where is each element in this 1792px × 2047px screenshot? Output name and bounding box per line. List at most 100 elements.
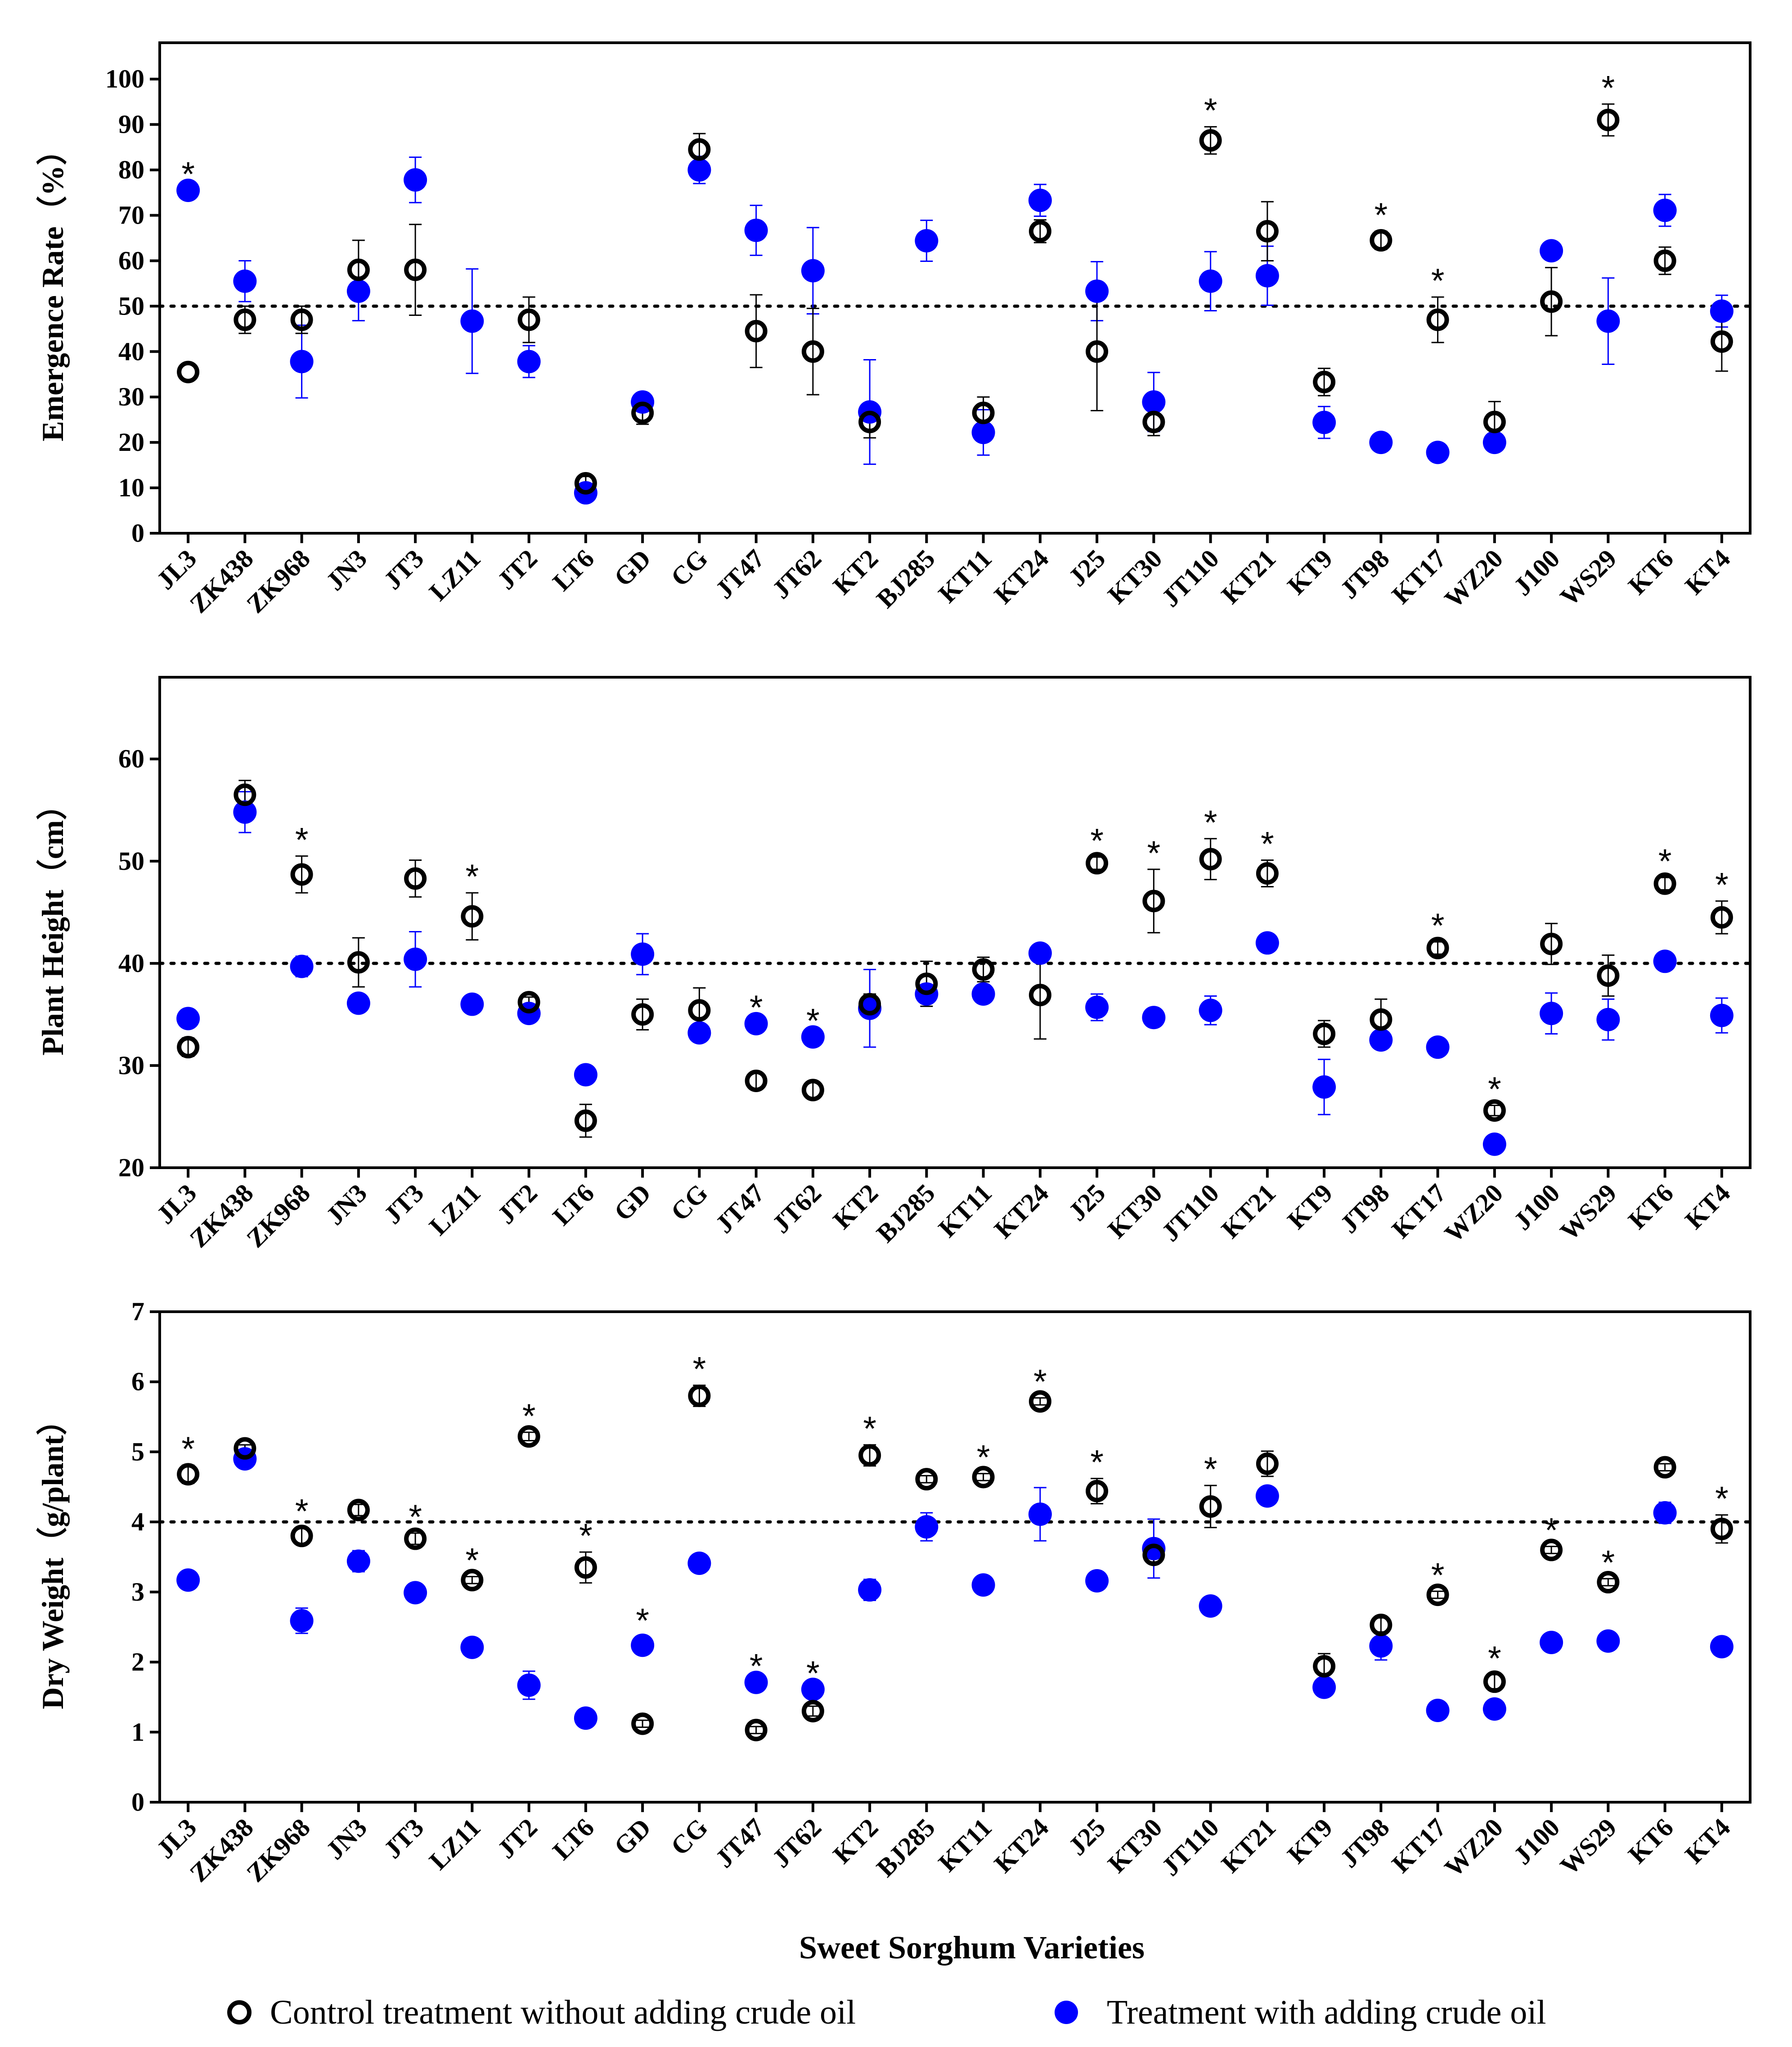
control-point-jt110 bbox=[1199, 129, 1222, 152]
treatment-point-jt98 bbox=[1369, 431, 1393, 454]
significance-star-zk968: * bbox=[295, 1493, 309, 1531]
treatment-point-j100 bbox=[1540, 1002, 1563, 1026]
x-tick-label-kt4: KT4 bbox=[1679, 1813, 1736, 1869]
control-point-bj285 bbox=[915, 972, 938, 995]
control-point-kt11 bbox=[972, 958, 995, 981]
control-point-ws29 bbox=[1597, 1571, 1620, 1594]
significance-star-lt6: * bbox=[579, 1517, 593, 1555]
control-point-kt9 bbox=[1313, 1022, 1336, 1045]
treatment-point-kt11 bbox=[971, 1573, 995, 1597]
treatment-point-zk968 bbox=[290, 1609, 314, 1633]
significance-star-kt11: * bbox=[977, 1439, 990, 1477]
control-point-kt24 bbox=[1028, 220, 1051, 243]
treatment-point-kt17 bbox=[1426, 1699, 1450, 1723]
significance-star-wz20: * bbox=[1488, 1640, 1501, 1678]
x-tick-label-jt47: JT47 bbox=[710, 544, 770, 604]
control-point-kt6 bbox=[1653, 1456, 1676, 1479]
control-point-jl3 bbox=[177, 1463, 200, 1486]
y-tick-label: 0 bbox=[131, 1787, 144, 1817]
treatment-point-jl3 bbox=[176, 1568, 200, 1592]
x-tick-label-kt11: KT11 bbox=[933, 544, 997, 608]
significance-star-kt6: * bbox=[1658, 842, 1672, 881]
emergence-rate-plot-frame bbox=[158, 41, 1752, 535]
x-tick-label-zk438: ZK438 bbox=[184, 1813, 259, 1888]
significance-star-lz11: * bbox=[466, 858, 479, 896]
control-point-lz11 bbox=[461, 905, 484, 928]
significance-star-jt98: * bbox=[1374, 196, 1388, 234]
control-point-jn3 bbox=[347, 1498, 370, 1521]
significance-star-jt2: * bbox=[522, 1397, 536, 1435]
control-point-j100 bbox=[1540, 1539, 1563, 1561]
emergence-rate-y-axis-title: Emergence Rate（%） bbox=[36, 135, 70, 441]
significance-star-gd: * bbox=[636, 1602, 649, 1640]
significance-star-kt4: * bbox=[1715, 866, 1729, 904]
control-point-jt62 bbox=[801, 1700, 824, 1723]
treatment-point-zk438 bbox=[233, 800, 257, 824]
x-tick-label-cg: CG bbox=[665, 544, 713, 592]
control-point-jt3 bbox=[404, 1527, 427, 1550]
treatment-point-j25 bbox=[1085, 279, 1109, 303]
control-point-jt3 bbox=[404, 867, 427, 890]
x-tick-label-ws29: WS29 bbox=[1554, 544, 1622, 612]
x-tick-label-j25: J25 bbox=[1063, 544, 1111, 592]
y-tick-label: 40 bbox=[118, 337, 144, 366]
treatment-point-kt9 bbox=[1312, 1675, 1336, 1699]
x-tick-label-bj285: BJ285 bbox=[871, 544, 940, 613]
x-tick-label-jt47: JT47 bbox=[710, 1178, 770, 1239]
x-tick-label-zk968: ZK968 bbox=[241, 1813, 316, 1888]
control-point-kt6 bbox=[1653, 249, 1676, 272]
treatment-point-kt4 bbox=[1710, 1003, 1734, 1027]
control-point-jt62 bbox=[801, 1079, 824, 1102]
control-point-jt2 bbox=[517, 308, 540, 331]
treatment-point-kt24 bbox=[1028, 189, 1052, 212]
x-tick-label-jn3: JN3 bbox=[320, 1178, 373, 1231]
control-point-jl3 bbox=[177, 360, 200, 383]
y-tick-label: 60 bbox=[118, 744, 144, 774]
treatment-point-jt62 bbox=[801, 259, 825, 283]
emergence-rate-panel: 0 10 20 30 40 50 60 70 80 90 100 Emergence Rate（%） J… bbox=[36, 41, 1752, 619]
y-tick-label: 50 bbox=[118, 846, 144, 876]
x-axis-title: Sweet Sorghum Varieties bbox=[799, 1930, 1145, 1966]
y-tick-label: 4 bbox=[131, 1507, 144, 1536]
treatment-point-zk968 bbox=[290, 350, 314, 373]
control-point-gd bbox=[631, 1003, 654, 1026]
treatment-point-cg bbox=[687, 1552, 711, 1575]
x-tick-label-jt62: JT62 bbox=[766, 1813, 827, 1873]
x-tick-label-cg: CG bbox=[665, 1178, 713, 1226]
control-point-kt9 bbox=[1313, 370, 1336, 393]
treatment-point-kt4 bbox=[1710, 299, 1734, 323]
significance-star-lz11: * bbox=[466, 1542, 479, 1580]
x-tick-label-jt110: JT110 bbox=[1156, 1178, 1225, 1247]
significance-star-jt3: * bbox=[409, 1498, 422, 1536]
control-point-kt30 bbox=[1142, 410, 1165, 433]
treatment-point-bj285 bbox=[915, 229, 939, 253]
control-point-jt47 bbox=[745, 319, 768, 342]
legend-marker-control bbox=[227, 2000, 252, 2025]
significance-star-cg: * bbox=[693, 1350, 706, 1389]
y-tick-label: 40 bbox=[118, 949, 144, 978]
treatment-point-jn3 bbox=[346, 1549, 370, 1573]
control-point-kt4 bbox=[1710, 330, 1733, 353]
control-point-kt11 bbox=[972, 1466, 995, 1489]
x-tick-label-kt11: KT11 bbox=[933, 1813, 997, 1877]
dry-weight-plot-frame bbox=[158, 1310, 1752, 1804]
treatment-point-kt24 bbox=[1028, 1503, 1052, 1526]
significance-star-j25: * bbox=[1090, 822, 1104, 860]
x-tick-label-j25: J25 bbox=[1063, 1813, 1111, 1861]
x-tick-label-kt21: KT21 bbox=[1216, 1813, 1281, 1878]
y-tick-label: 0 bbox=[131, 518, 144, 548]
treatment-point-kt6 bbox=[1653, 949, 1677, 973]
x-tick-label-jt3: JT3 bbox=[378, 1813, 429, 1864]
x-tick-label-lt6: LT6 bbox=[547, 1813, 600, 1865]
treatment-point-cg bbox=[687, 158, 711, 182]
significance-star-ws29: * bbox=[1602, 69, 1615, 107]
x-tick-label-kt24: KT24 bbox=[988, 544, 1054, 609]
control-point-jt110 bbox=[1199, 1495, 1222, 1518]
control-point-wz20 bbox=[1483, 1099, 1506, 1122]
x-tick-label-kt21: KT21 bbox=[1216, 1178, 1281, 1244]
control-point-jl3 bbox=[177, 1036, 200, 1059]
significance-star-jt47: * bbox=[750, 1647, 763, 1686]
y-tick-label: 30 bbox=[118, 382, 144, 411]
